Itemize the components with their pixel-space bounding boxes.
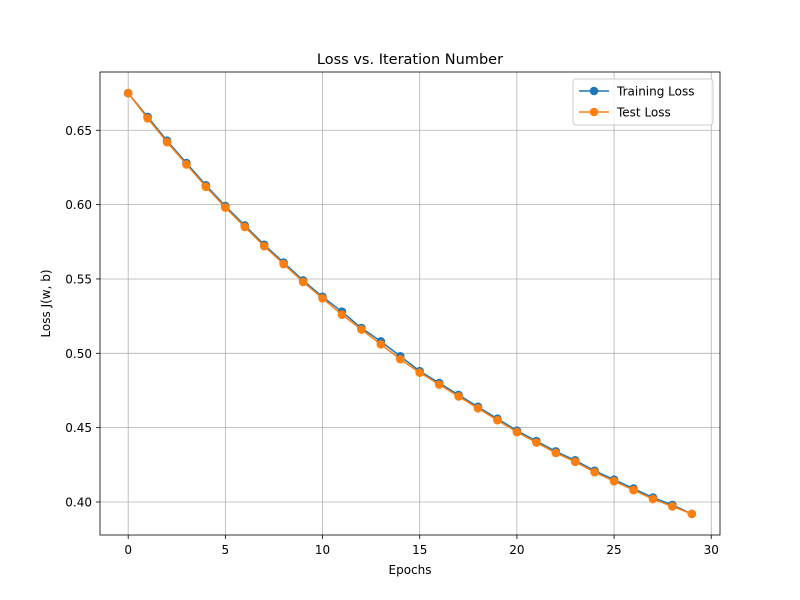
grid (100, 72, 720, 535)
y-tick-label: 0.50 (65, 347, 92, 361)
data-point (570, 457, 580, 467)
data-point (415, 368, 425, 377)
data-point (512, 427, 522, 437)
y-tick-label: 0.65 (65, 124, 92, 138)
data-point (668, 502, 677, 511)
x-tick-label: 5 (222, 543, 230, 557)
legend-marker (589, 107, 599, 117)
data-point (473, 404, 483, 413)
data-point (162, 137, 172, 147)
y-tick-label: 0.55 (65, 272, 92, 286)
series-group (123, 88, 697, 519)
data-point (357, 325, 366, 334)
plot-frame (99, 71, 721, 536)
data-point (687, 509, 697, 519)
legend-label: Test Loss (616, 106, 671, 120)
data-point (609, 476, 619, 486)
y-tick-label: 0.60 (65, 198, 92, 212)
data-point (259, 241, 269, 251)
y-axis-label: Loss J(w, b) (39, 269, 53, 337)
data-point (123, 88, 133, 98)
data-point (143, 114, 152, 123)
y-tick-label: 0.40 (65, 495, 92, 509)
legend: Training Loss Test Loss (572, 78, 714, 126)
x-tick-label: 15 (412, 543, 427, 557)
data-point (648, 494, 658, 504)
data-point (376, 340, 386, 349)
x-tick-label: 30 (704, 543, 719, 557)
data-point (182, 160, 191, 169)
data-point (201, 182, 211, 192)
series-test-loss (123, 88, 697, 519)
data-point (551, 448, 561, 458)
axis-ticks: 0 5 10 15 20 25 30 0.40 0.45 0.50 0.55 0.60 0.65 (65, 124, 719, 557)
data-point (337, 310, 347, 319)
x-tick-label: 20 (509, 543, 524, 557)
data-point (493, 415, 502, 425)
data-point (240, 222, 250, 232)
data-point (221, 203, 230, 212)
data-point (434, 380, 444, 389)
y-tick-label: 0.45 (65, 421, 92, 435)
data-point (629, 485, 638, 495)
data-point (395, 354, 405, 364)
x-tick-label: 10 (315, 543, 330, 557)
legend-marker (589, 86, 599, 96)
data-point (590, 467, 599, 477)
x-tick-label: 0 (124, 543, 132, 557)
data-point (279, 259, 288, 269)
data-point (318, 294, 327, 303)
data-point (454, 392, 463, 401)
data-point (298, 277, 308, 287)
x-axis-label: Epochs (389, 563, 432, 577)
chart-title: Loss vs. Iteration Number (317, 52, 503, 68)
legend-label: Training Loss (616, 85, 694, 99)
data-point (532, 438, 541, 447)
x-tick-label: 25 (606, 543, 621, 557)
